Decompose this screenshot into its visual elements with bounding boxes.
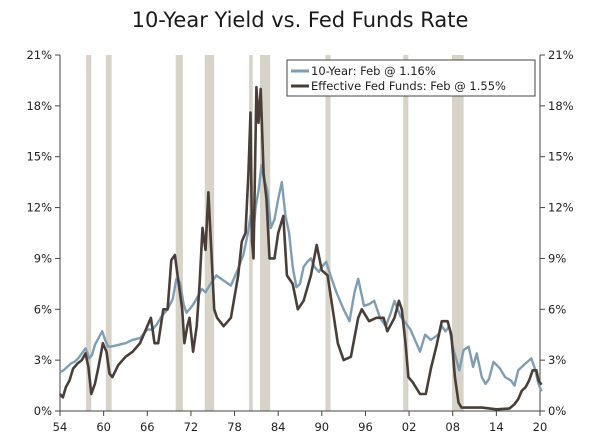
y-tick-label-left: 18% bbox=[26, 99, 52, 113]
y-tick-label-left: 6% bbox=[34, 302, 52, 316]
x-tick-label: 84 bbox=[271, 420, 286, 434]
x-tick-label: 08 bbox=[445, 420, 460, 434]
y-tick-label-right: 15% bbox=[548, 150, 574, 164]
y-tick-label-right: 12% bbox=[548, 201, 574, 215]
series-lines bbox=[59, 85, 543, 411]
y-tick-label-right: 21% bbox=[548, 48, 574, 62]
legend-label-fed-funds: Effective Fed Funds: Feb @ 1.55% bbox=[311, 79, 506, 93]
x-tick-label: 96 bbox=[358, 420, 373, 434]
legend: 10-Year: Feb @ 1.16%Effective Fed Funds:… bbox=[286, 59, 536, 97]
x-tick-label: 54 bbox=[53, 420, 68, 434]
recession-band bbox=[325, 55, 331, 411]
x-tick-label: 60 bbox=[96, 420, 111, 434]
recession-band bbox=[105, 55, 112, 411]
x-tick-label: 78 bbox=[227, 420, 242, 434]
recession-band bbox=[403, 55, 409, 411]
x-tick-label: 02 bbox=[402, 420, 417, 434]
y-tick-label-right: 3% bbox=[548, 353, 566, 367]
y-tick-label-right: 0% bbox=[548, 404, 566, 418]
x-tick-label: 66 bbox=[140, 420, 155, 434]
y-tick-label-right: 6% bbox=[548, 302, 566, 316]
axes: 0% 0% 3% 3% 6% 6% 9% 9% 12% 12% 15% 15% 18% 18% 21% 21%… bbox=[26, 48, 573, 434]
recession-band bbox=[452, 55, 464, 411]
recession-band bbox=[175, 55, 183, 411]
y-tick-label-left: 21% bbox=[26, 48, 52, 62]
legend-box bbox=[286, 59, 536, 97]
x-tick-label: 72 bbox=[184, 420, 199, 434]
y-tick-label-right: 18% bbox=[548, 99, 574, 113]
recession-band bbox=[260, 55, 271, 411]
fed-funds-line bbox=[59, 85, 543, 411]
y-tick-label-left: 12% bbox=[26, 201, 52, 215]
y-tick-label-left: 3% bbox=[34, 353, 52, 367]
legend-label-ten-year: 10-Year: Feb @ 1.16% bbox=[311, 64, 436, 78]
y-tick-label-left: 0% bbox=[34, 404, 52, 418]
recession-band bbox=[86, 55, 92, 411]
ten-year-yield-line bbox=[59, 164, 543, 392]
y-tick-label-right: 9% bbox=[548, 251, 566, 265]
x-tick-label: 90 bbox=[314, 420, 329, 434]
x-tick-label: 14 bbox=[489, 420, 504, 434]
y-tick-label-left: 15% bbox=[26, 150, 52, 164]
x-tick-label: 20 bbox=[533, 420, 548, 434]
chart-title: 10-Year Yield vs. Fed Funds Rate bbox=[131, 8, 469, 32]
y-tick-label-left: 9% bbox=[34, 251, 52, 265]
